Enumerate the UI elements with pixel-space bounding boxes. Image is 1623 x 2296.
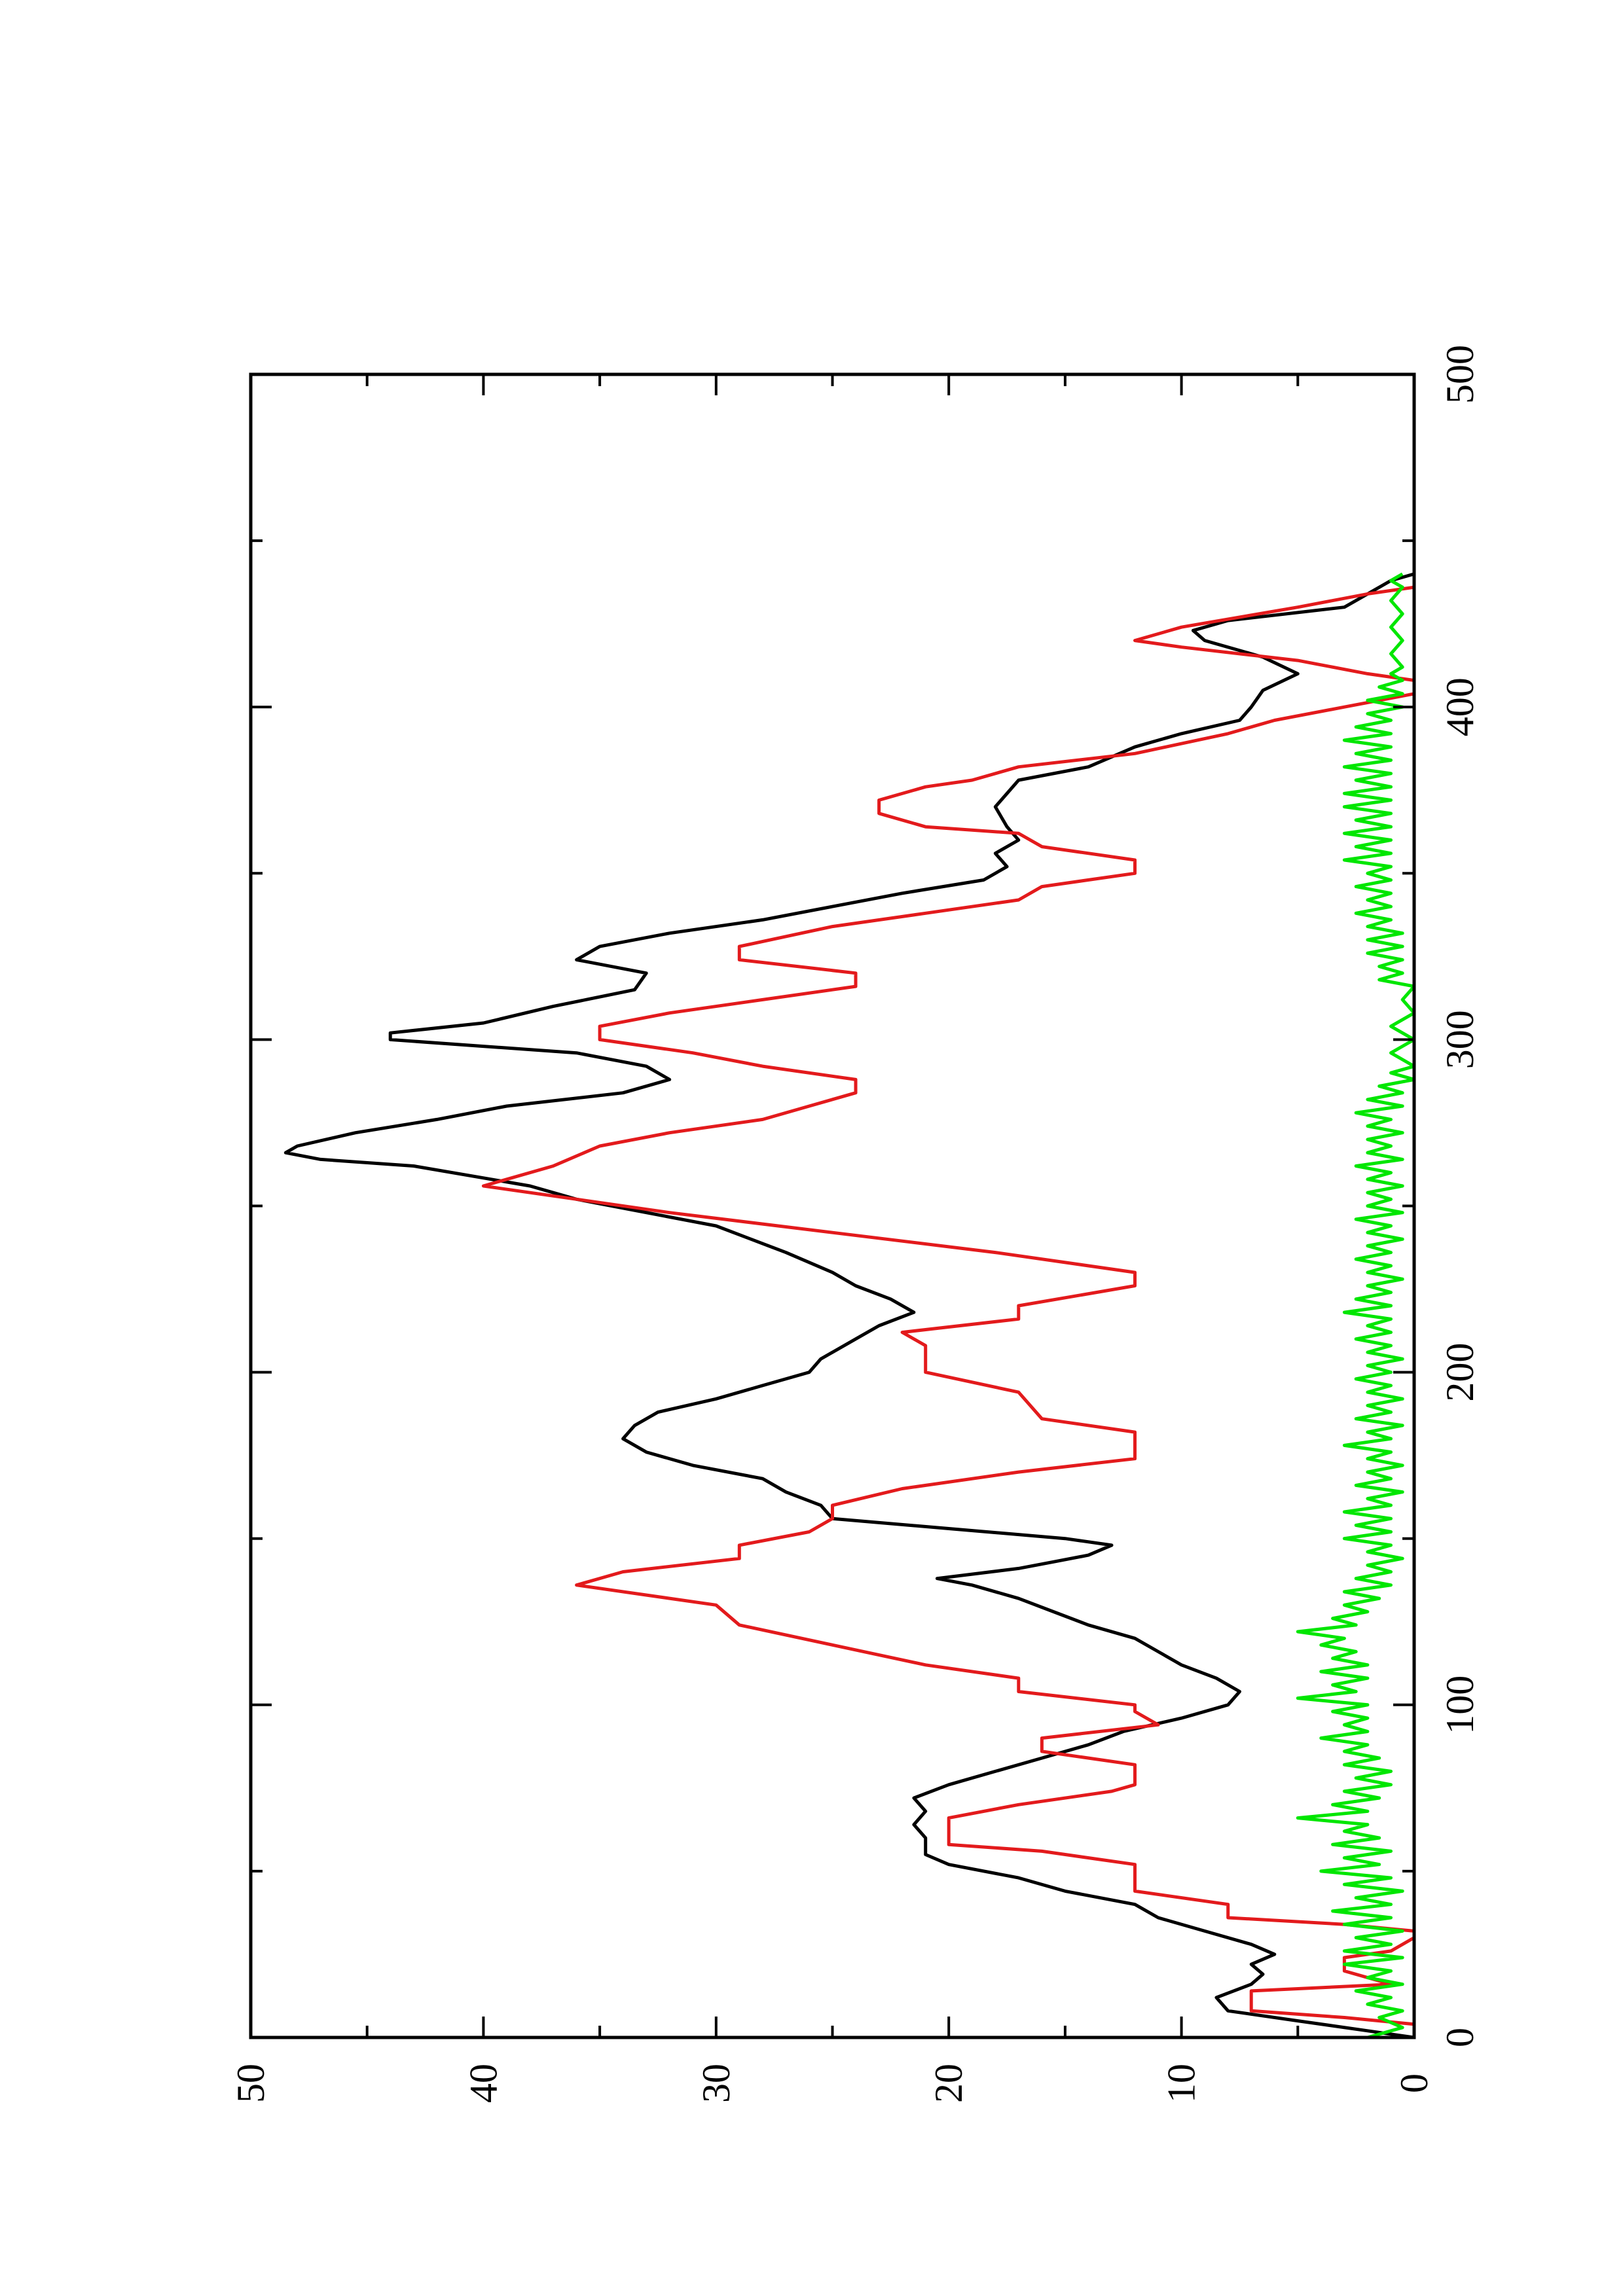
x-tick-label: 200	[1438, 1343, 1482, 1402]
y-tick-label: 0	[1393, 2073, 1436, 2093]
series-line-3	[1296, 572, 1416, 2039]
x-tick-label: 500	[1438, 345, 1482, 404]
plot-frame	[249, 372, 1416, 2039]
x-tick-label: 300	[1438, 1010, 1482, 1069]
chart-ticks-layer: 0 100 200 300 400 500 0 10 20 30 40 50	[229, 345, 1482, 2103]
x-tick-label: 100	[1438, 1676, 1482, 1734]
y-tick-label: 10	[1160, 2064, 1203, 2103]
series-line-1	[283, 572, 1415, 2039]
y-tick-label: 20	[927, 2064, 970, 2103]
x-tick-label: 0	[1438, 2028, 1482, 2047]
y-tick-label: 40	[462, 2064, 505, 2103]
series-line-2	[481, 585, 1416, 2037]
chart-series-layer	[283, 572, 1416, 2039]
y-tick-label: 50	[229, 2064, 272, 2103]
x-tick-label: 400	[1438, 677, 1482, 736]
y-tick-label: 30	[695, 2064, 738, 2103]
